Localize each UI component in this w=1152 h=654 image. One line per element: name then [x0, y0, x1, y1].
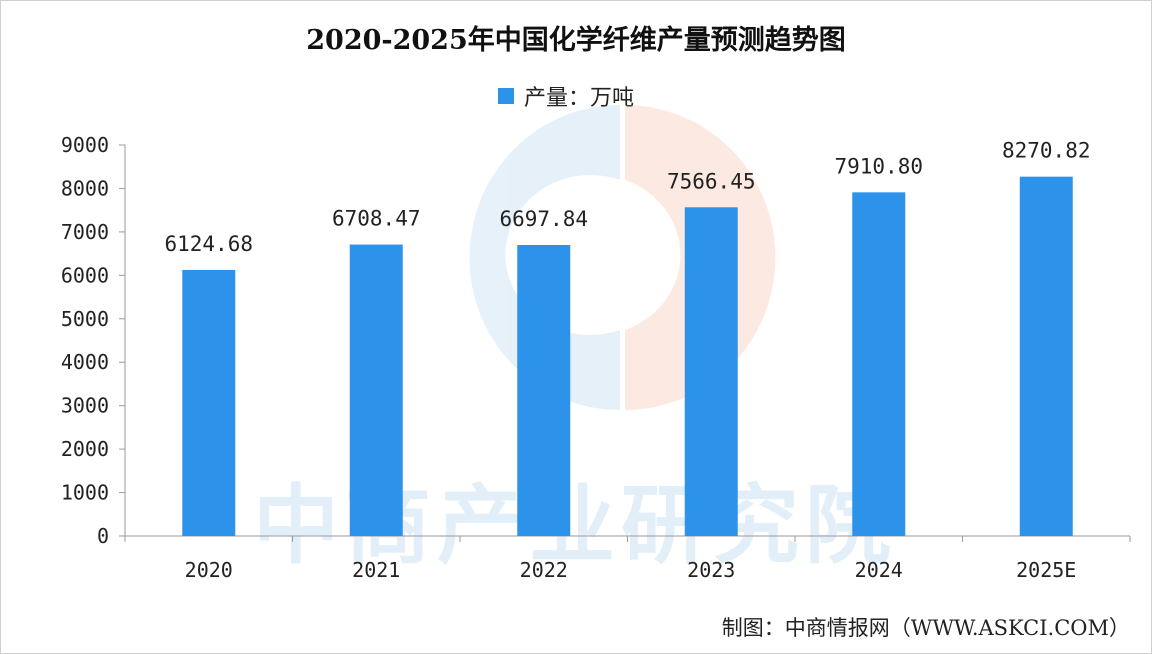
- source-footer: 制图：中商情报网（WWW.ASKCI.COM）: [721, 616, 1130, 640]
- chart-legend: 产量：万吨: [498, 80, 634, 112]
- y-tick-label: 8000: [61, 176, 109, 200]
- data-label: 7910.80: [834, 154, 923, 178]
- y-tick-label: 2000: [61, 437, 109, 461]
- chart-title: 2020-2025年中国化学纤维产量预测趋势图: [306, 25, 846, 56]
- y-tick-label: 4000: [61, 350, 109, 374]
- x-tick-label: 2022: [520, 558, 568, 582]
- x-tick-label: 2021: [352, 558, 400, 582]
- data-label: 8270.82: [1002, 139, 1091, 163]
- x-tick-label: 2020: [185, 558, 233, 582]
- y-tick-label: 0: [97, 524, 109, 548]
- watermark-text: 中商产业研究院: [253, 476, 897, 576]
- x-tick-label: 2023: [687, 558, 735, 582]
- x-tick-label: 2025E: [1016, 558, 1076, 582]
- data-label: 6697.84: [499, 207, 588, 231]
- data-label: 7566.45: [667, 169, 756, 193]
- bar: [349, 244, 403, 536]
- data-label: 6124.68: [164, 232, 253, 256]
- watermark-logo: 中商产业研究院: [253, 104, 897, 576]
- y-tick-label: 7000: [61, 220, 109, 244]
- y-tick-label: 5000: [61, 307, 109, 331]
- bar: [684, 207, 738, 536]
- x-tick-label: 2024: [855, 558, 903, 582]
- bar: [517, 245, 571, 537]
- y-tick-label: 9000: [61, 133, 109, 157]
- y-tick-label: 1000: [61, 481, 109, 505]
- bar: [182, 269, 236, 536]
- y-tick-label: 6000: [61, 263, 109, 287]
- legend-label: 产量：万吨: [524, 86, 635, 111]
- legend-swatch: [498, 88, 514, 104]
- bar: [852, 192, 906, 536]
- y-tick-label: 3000: [61, 394, 109, 418]
- bar: [1019, 176, 1073, 536]
- data-label: 6708.47: [332, 207, 421, 231]
